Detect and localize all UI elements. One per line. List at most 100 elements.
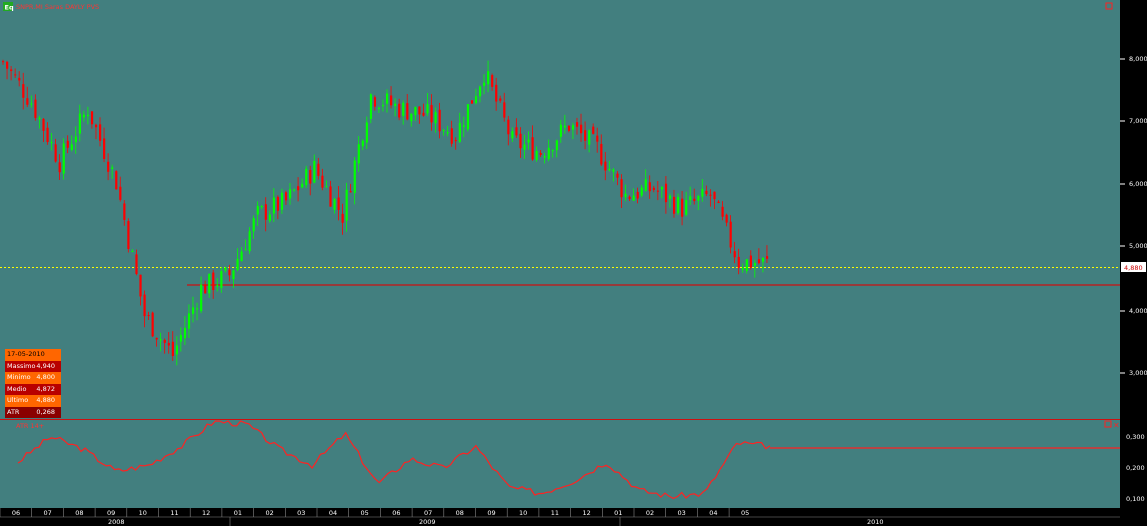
candle-body: [697, 195, 700, 201]
candle-body: [14, 74, 17, 76]
candle-body: [483, 82, 486, 86]
candle-body: [547, 147, 550, 160]
month-label: 06: [392, 509, 400, 517]
candle-body: [527, 139, 530, 143]
candle-body: [127, 221, 130, 249]
candle-body: [256, 205, 259, 215]
candle-body: [248, 231, 251, 252]
month-label: 08: [75, 509, 83, 517]
atr-tick: 0,200: [1126, 464, 1145, 472]
month-label: 02: [646, 509, 654, 517]
candle-body: [410, 113, 413, 122]
candle-body: [196, 308, 199, 310]
candle-body: [220, 271, 223, 288]
candle-body: [571, 125, 575, 130]
candle-body: [272, 197, 276, 214]
candle-body: [612, 169, 615, 172]
candle-body: [567, 125, 571, 131]
candle-body: [620, 179, 623, 198]
candle-body: [426, 104, 429, 114]
info-row: Ultimo 4,880: [5, 395, 61, 407]
candle-body: [107, 161, 110, 172]
candle-body: [240, 251, 243, 262]
month-label: 05: [361, 509, 369, 517]
candle-body: [90, 111, 94, 125]
candle-body: [418, 106, 421, 115]
month-label: 05: [741, 509, 749, 517]
candle-body: [470, 100, 474, 104]
candle-body: [588, 130, 591, 145]
candle-body: [46, 127, 49, 143]
candle-body: [749, 255, 752, 268]
candle-body: [361, 140, 364, 147]
month-label: 04: [329, 509, 337, 517]
atr-line: [17, 420, 771, 500]
app-icon: [3, 2, 13, 11]
candle-body: [200, 284, 203, 312]
candle-body: [167, 342, 170, 346]
candle-body: [474, 96, 478, 104]
candle-body: [2, 61, 5, 63]
atr-axis: 0,300 0,200 0,100: [1126, 433, 1145, 503]
candle-body: [42, 118, 45, 131]
candle-body: [458, 122, 461, 142]
candle-body: [6, 61, 9, 69]
info-row-value: 4,940: [36, 361, 55, 370]
month-label: 10: [139, 509, 147, 517]
candle-body: [761, 257, 765, 262]
candle-body: [632, 195, 635, 201]
candle-body: [321, 175, 324, 188]
candle-body: [660, 187, 664, 190]
candle-body: [317, 163, 320, 176]
candle-body: [123, 203, 126, 220]
month-label: 03: [678, 509, 686, 517]
month-label: 08: [456, 509, 464, 517]
candle-body: [507, 119, 510, 135]
candle-body: [604, 161, 607, 171]
info-row-value: 4,880: [36, 396, 55, 404]
info-date: 17-05-2010: [5, 349, 61, 361]
maximize-icon[interactable]: [1105, 2, 1113, 10]
info-row-value: 0,268: [36, 407, 55, 416]
info-row-label: ATR: [7, 407, 20, 416]
app-icon-label: Eq: [5, 4, 14, 12]
candle-body: [369, 94, 373, 119]
candle-body: [288, 189, 292, 199]
candle-body: [232, 270, 235, 280]
candle-body: [260, 206, 263, 208]
candle-body: [713, 191, 716, 200]
year-label: 2008: [108, 518, 125, 526]
candle-body: [353, 160, 356, 193]
candle-body: [705, 190, 708, 195]
candle-body: [50, 142, 53, 144]
candle-body: [99, 124, 102, 141]
candle-body: [264, 204, 267, 220]
candle-body: [515, 127, 518, 136]
indicator-maximize-icon[interactable]: [1104, 420, 1112, 428]
candle-body: [66, 140, 69, 148]
candle-body: [398, 103, 401, 118]
info-row: Medio 4,872: [5, 383, 61, 395]
candle-body: [381, 105, 385, 107]
candle-body: [252, 218, 255, 232]
candle-body: [390, 95, 393, 106]
candle-body: [721, 206, 724, 217]
candle-body: [115, 171, 118, 190]
indicator-close-icon[interactable]: ×: [1113, 421, 1120, 430]
candle-body: [765, 256, 769, 259]
candle-body: [499, 98, 502, 101]
candle-body: [693, 198, 696, 202]
candle-body: [151, 312, 154, 337]
candle-body: [175, 345, 179, 355]
candle-body: [434, 112, 437, 124]
candle-body: [345, 189, 348, 221]
candle-body: [386, 93, 389, 104]
candle-body: [495, 84, 498, 102]
candle-body: [10, 69, 13, 72]
candle-body: [74, 136, 77, 143]
candle-body: [212, 272, 215, 290]
month-label: 03: [297, 509, 305, 517]
candle-body: [305, 168, 308, 186]
candle-body: [491, 75, 494, 87]
